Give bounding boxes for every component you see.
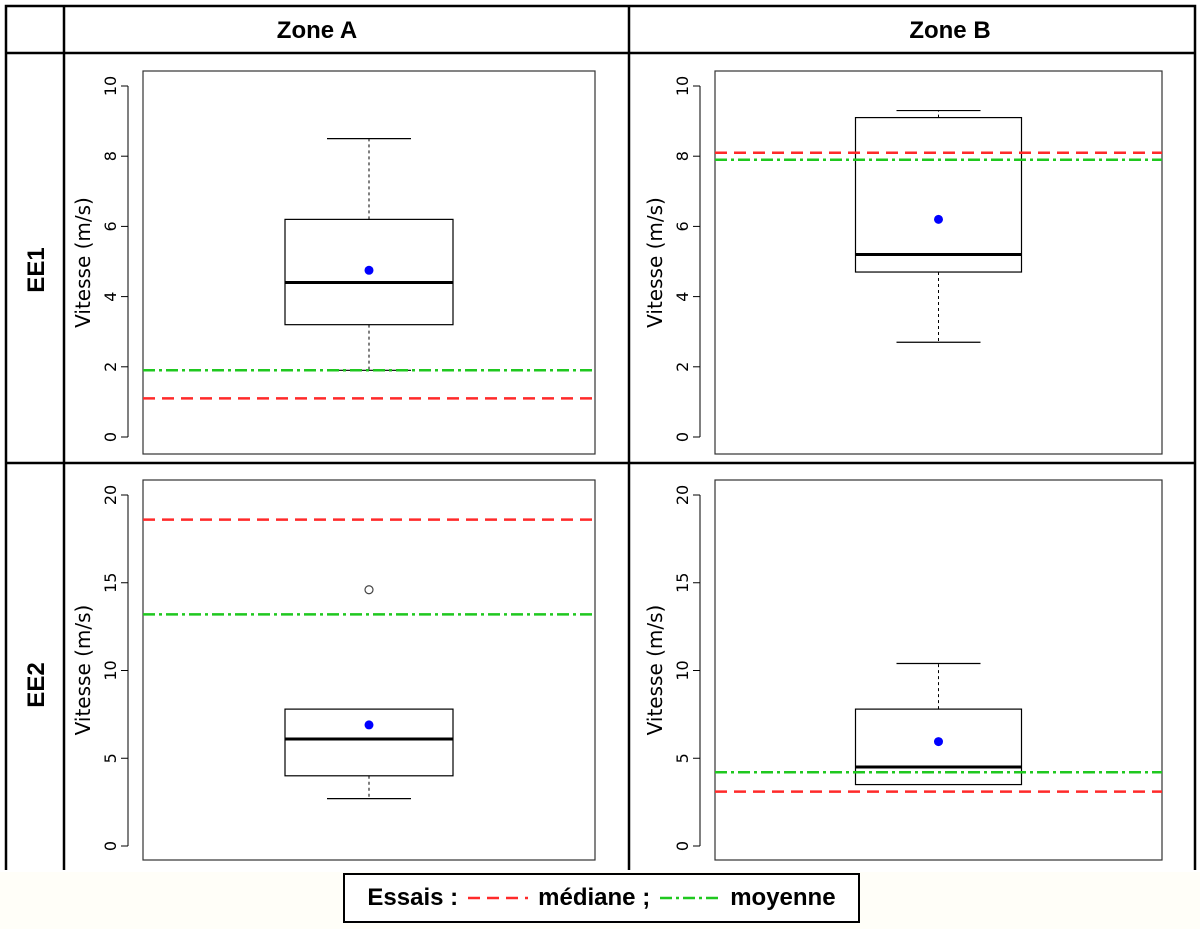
legend-mediane-swatch [468, 896, 529, 900]
mean-point [364, 265, 374, 275]
column-header-zone-a: Zone A [277, 17, 357, 44]
panel-ee1-zone-b: 0 2 4 6 8 10 Vitesse (m/s) [643, 70, 1163, 455]
legend-moyenne-label: moyenne [730, 884, 836, 911]
y-tick-label: 0 [673, 841, 692, 851]
box [284, 218, 454, 326]
row-header-ee1: EE1 [23, 247, 50, 292]
box [284, 708, 454, 777]
plot-frame [142, 479, 596, 861]
row-header-ee2: EE2 [23, 662, 50, 707]
y-tick-label: 8 [101, 151, 120, 161]
y-tick-label: 4 [673, 292, 692, 302]
grid-border [4, 4, 1197, 870]
column-header-zone-b: Zone B [909, 17, 990, 44]
box [854, 708, 1023, 786]
legend-prefix: Essais : [367, 884, 459, 911]
plot-frame [714, 70, 1163, 455]
plot-frame [714, 479, 1163, 861]
grid-lines [4, 4, 1197, 870]
y-tick-label: 20 [673, 485, 692, 505]
y-tick-label: 15 [673, 573, 692, 593]
panel-ee2-zone-a: 0 5 10 15 20 Vitesse (m/s) [71, 479, 596, 861]
legend-moyenne-swatch [660, 896, 721, 900]
y-tick-label: 10 [673, 76, 692, 96]
y-tick-label: 4 [101, 292, 120, 302]
mean-point [934, 737, 943, 747]
mean-point [934, 214, 943, 224]
y-axis-label: Vitesse (m/s) [71, 605, 95, 736]
legend: Essais : médiane ; moyenne [343, 873, 860, 923]
y-tick-label: 8 [673, 151, 692, 161]
y-tick-label: 6 [101, 221, 120, 231]
y-axis-label: Vitesse (m/s) [71, 197, 95, 328]
y-tick-label: 10 [101, 76, 120, 96]
y-axis-label: Vitesse (m/s) [643, 605, 667, 736]
chart-panels: 0 2 4 6 8 10 Vitesse (m/s) 0 2 4 6 8 10 Vitesse (m/s)… [71, 70, 1163, 861]
y-tick-label: 5 [673, 753, 692, 763]
plot-frame [142, 70, 596, 455]
legend-mediane-label: médiane ; [538, 884, 651, 911]
box [854, 116, 1023, 273]
y-tick-label: 15 [101, 573, 120, 593]
y-tick-label: 0 [101, 841, 120, 851]
y-tick-label: 20 [101, 485, 120, 505]
y-tick-label: 2 [101, 362, 120, 372]
panel-grid: Zone A Zone B EE1 EE2 0 2 4 6 8 10 Vitesse (m/… [4, 4, 1197, 870]
y-tick-label: 2 [673, 362, 692, 372]
panel-ee1-zone-a: 0 2 4 6 8 10 Vitesse (m/s) [71, 70, 596, 455]
y-tick-label: 6 [673, 221, 692, 231]
panel-ee2-zone-b: 0 5 10 15 20 Vitesse (m/s) [643, 479, 1163, 861]
y-axis-label: Vitesse (m/s) [643, 197, 667, 328]
y-tick-label: 10 [673, 660, 692, 680]
y-tick-label: 5 [101, 753, 120, 763]
y-tick-label: 0 [673, 432, 692, 442]
y-tick-label: 10 [101, 660, 120, 680]
y-tick-label: 0 [101, 432, 120, 442]
outlier-point [364, 585, 374, 595]
mean-point [364, 720, 374, 730]
